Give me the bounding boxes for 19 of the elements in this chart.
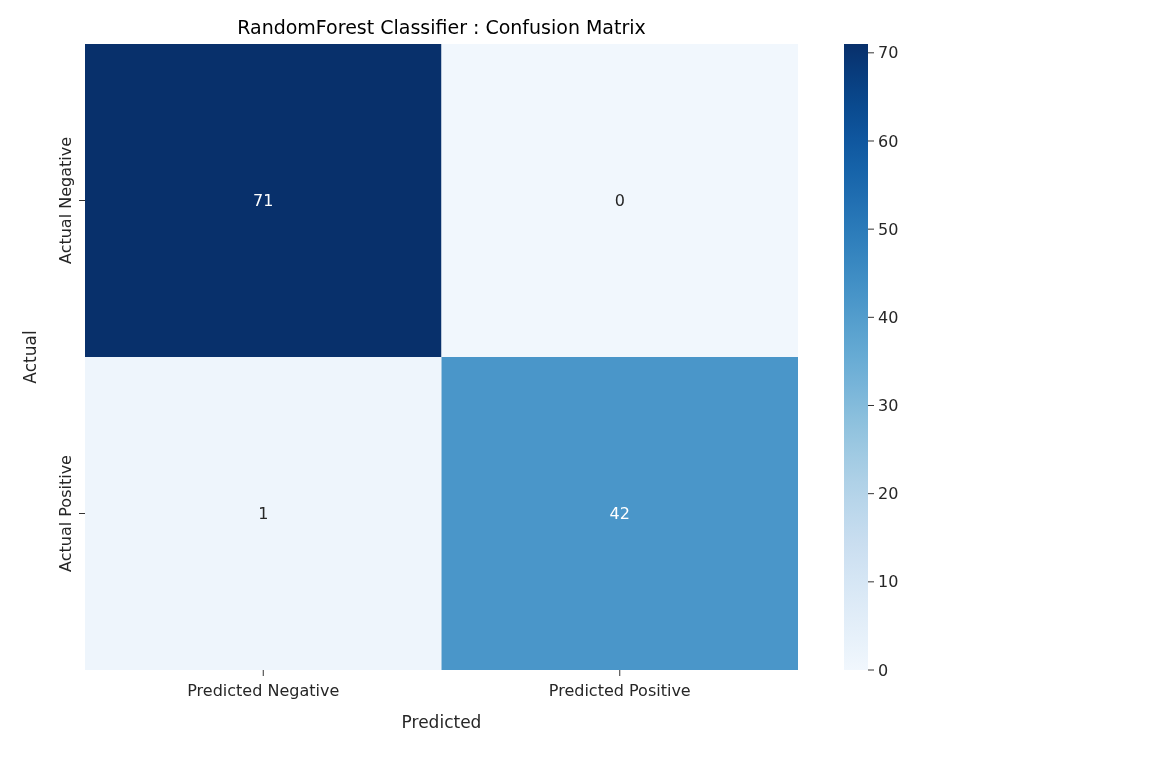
- chart-title: RandomForest Classifier : Confusion Matrix: [237, 16, 646, 38]
- color-bar-label: 0: [878, 660, 889, 680]
- color-bar-label: 30: [878, 396, 899, 416]
- y-axis-title: Actual: [20, 330, 40, 384]
- x-tick-label: Predicted Positive: [548, 681, 691, 700]
- data-label: 42: [609, 504, 630, 524]
- color-bar-label: 10: [878, 572, 899, 592]
- data-label: 0: [614, 191, 625, 211]
- y-tick-label: Actual Positive: [56, 455, 75, 572]
- color-bar-label: 20: [878, 484, 899, 504]
- color-bar-label: 40: [878, 307, 899, 327]
- color-bar-label: 70: [878, 43, 899, 63]
- data-label: 71: [253, 191, 274, 211]
- color-bar-label: 50: [878, 219, 899, 239]
- color-bar-label: 60: [878, 131, 899, 151]
- y-tick-label: Actual Negative: [56, 136, 75, 265]
- x-tick-label: Predicted Negative: [187, 681, 340, 700]
- x-axis-title: Predicted: [401, 712, 482, 732]
- data-label: 1: [258, 504, 269, 524]
